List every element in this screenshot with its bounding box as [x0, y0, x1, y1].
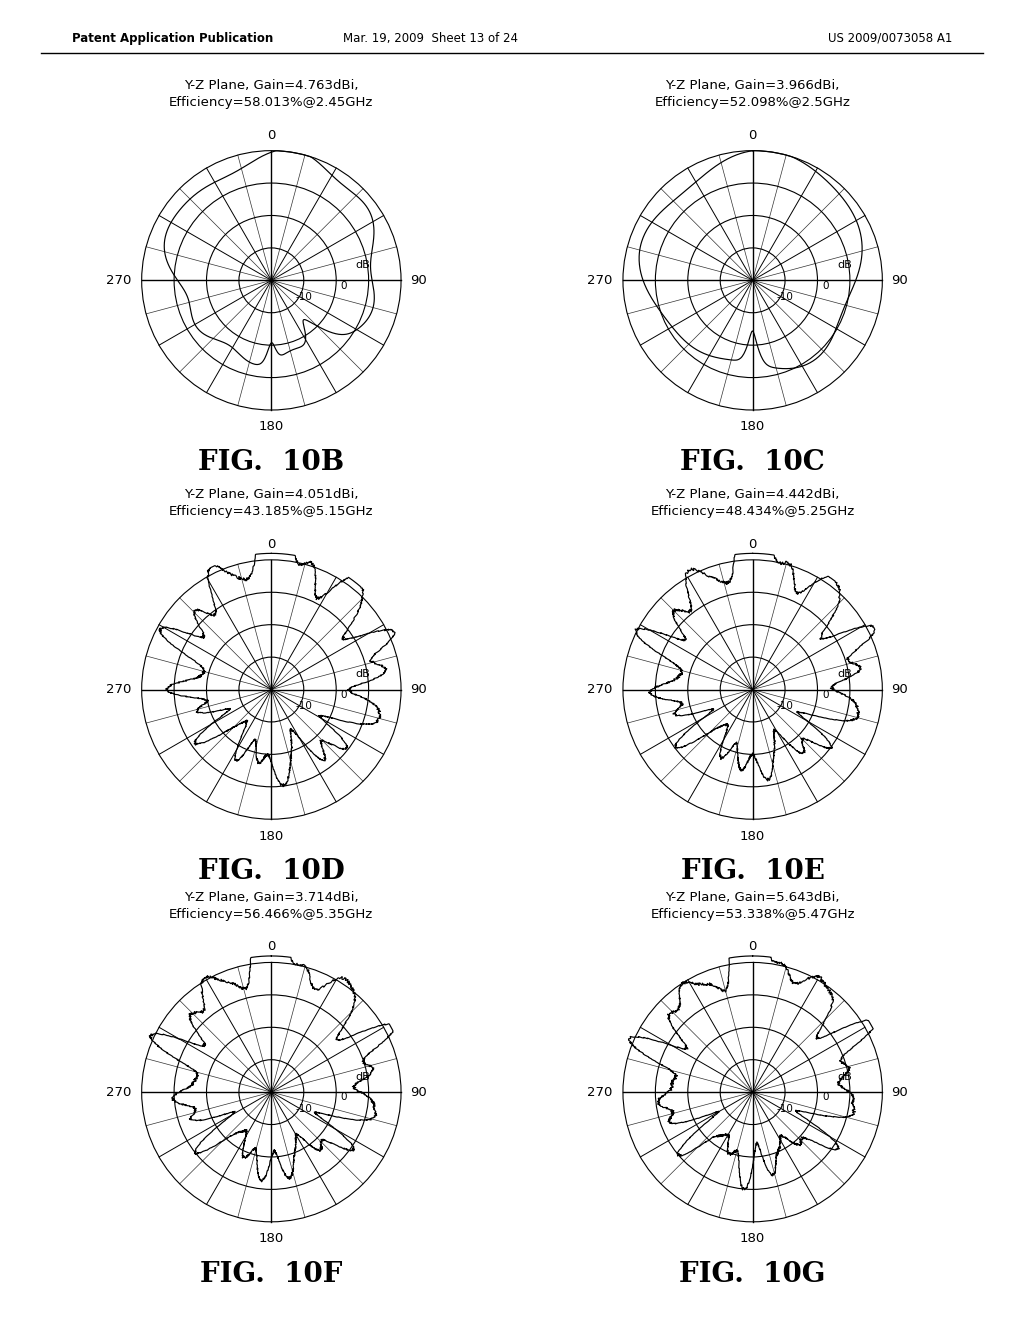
Text: Efficiency=48.434%@5.25GHz: Efficiency=48.434%@5.25GHz — [650, 506, 855, 519]
Text: Patent Application Publication: Patent Application Publication — [72, 32, 273, 45]
Text: 180: 180 — [740, 829, 765, 842]
Text: 0: 0 — [749, 128, 757, 141]
Text: 0: 0 — [749, 537, 757, 550]
Text: 270: 270 — [105, 273, 131, 286]
Text: 180: 180 — [259, 829, 284, 842]
Text: -10: -10 — [776, 701, 794, 711]
Text: 0: 0 — [822, 690, 828, 700]
Text: 90: 90 — [892, 273, 908, 286]
Text: 90: 90 — [892, 1085, 908, 1098]
Text: 0: 0 — [749, 940, 757, 953]
Text: 0: 0 — [822, 1093, 828, 1102]
Text: 0: 0 — [341, 1093, 347, 1102]
Text: 90: 90 — [892, 682, 908, 696]
Text: 90: 90 — [411, 1085, 427, 1098]
Text: 90: 90 — [411, 682, 427, 696]
Text: FIG.  10C: FIG. 10C — [680, 449, 825, 477]
Text: 270: 270 — [105, 682, 131, 696]
Text: Y-Z Plane, Gain=5.643dBi,: Y-Z Plane, Gain=5.643dBi, — [666, 891, 840, 904]
Text: Y-Z Plane, Gain=3.966dBi,: Y-Z Plane, Gain=3.966dBi, — [666, 79, 840, 92]
Text: dB: dB — [837, 260, 852, 269]
Text: 270: 270 — [587, 1085, 612, 1098]
Text: -10: -10 — [295, 701, 312, 711]
Text: FIG.  10E: FIG. 10E — [681, 858, 824, 886]
Text: Efficiency=52.098%@2.5GHz: Efficiency=52.098%@2.5GHz — [654, 96, 851, 110]
Text: Y-Z Plane, Gain=4.442dBi,: Y-Z Plane, Gain=4.442dBi, — [666, 488, 840, 502]
Text: 0: 0 — [267, 940, 275, 953]
Text: dB: dB — [355, 260, 371, 269]
Text: -10: -10 — [295, 1104, 312, 1114]
Text: -10: -10 — [776, 1104, 794, 1114]
Text: Y-Z Plane, Gain=4.051dBi,: Y-Z Plane, Gain=4.051dBi, — [184, 488, 358, 502]
Text: Efficiency=56.466%@5.35GHz: Efficiency=56.466%@5.35GHz — [169, 908, 374, 921]
Text: US 2009/0073058 A1: US 2009/0073058 A1 — [828, 32, 952, 45]
Text: FIG.  10F: FIG. 10F — [200, 1261, 343, 1288]
Text: 90: 90 — [411, 273, 427, 286]
Text: dB: dB — [837, 1072, 852, 1081]
Text: dB: dB — [837, 669, 852, 678]
Text: 0: 0 — [267, 128, 275, 141]
Text: Efficiency=58.013%@2.45GHz: Efficiency=58.013%@2.45GHz — [169, 96, 374, 110]
Text: Y-Z Plane, Gain=3.714dBi,: Y-Z Plane, Gain=3.714dBi, — [184, 891, 358, 904]
Text: FIG.  10B: FIG. 10B — [199, 449, 344, 477]
Text: 0: 0 — [822, 281, 828, 290]
Text: 180: 180 — [259, 420, 284, 433]
Text: 180: 180 — [740, 420, 765, 433]
Text: dB: dB — [355, 1072, 371, 1081]
Text: 0: 0 — [267, 537, 275, 550]
Text: 270: 270 — [587, 273, 612, 286]
Text: Mar. 19, 2009  Sheet 13 of 24: Mar. 19, 2009 Sheet 13 of 24 — [343, 32, 517, 45]
Text: Efficiency=43.185%@5.15GHz: Efficiency=43.185%@5.15GHz — [169, 506, 374, 519]
Text: -10: -10 — [295, 292, 312, 302]
Text: dB: dB — [355, 669, 371, 678]
Text: 0: 0 — [341, 690, 347, 700]
Text: 270: 270 — [105, 1085, 131, 1098]
Text: 0: 0 — [341, 281, 347, 290]
Text: -10: -10 — [776, 292, 794, 302]
Text: FIG.  10D: FIG. 10D — [198, 858, 345, 886]
Text: Y-Z Plane, Gain=4.763dBi,: Y-Z Plane, Gain=4.763dBi, — [184, 79, 358, 92]
Text: 180: 180 — [740, 1232, 765, 1245]
Text: 270: 270 — [587, 682, 612, 696]
Text: FIG.  10G: FIG. 10G — [679, 1261, 826, 1288]
Text: 180: 180 — [259, 1232, 284, 1245]
Text: Efficiency=53.338%@5.47GHz: Efficiency=53.338%@5.47GHz — [650, 908, 855, 921]
